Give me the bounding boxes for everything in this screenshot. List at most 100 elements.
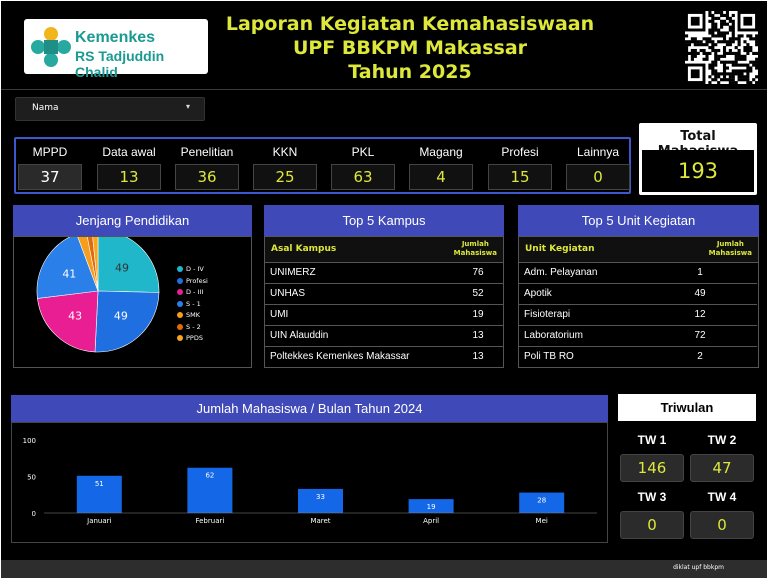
kampus-col-count-line2: Mahasiswa xyxy=(453,249,497,257)
kampus-col-count: Jumlah Mahasiswa xyxy=(454,240,497,258)
table-row: Poli TB RO 2 xyxy=(519,347,757,368)
triwulan-value: 0 xyxy=(620,511,684,539)
row-count: 1 xyxy=(697,267,703,278)
pie-slice-label: 43 xyxy=(68,310,82,323)
x-tick-label: Maret xyxy=(310,517,330,525)
table-row: UIN Alauddin 13 xyxy=(265,326,503,347)
pie-slice xyxy=(94,290,160,353)
pie-slice-label: 49 xyxy=(114,310,128,323)
monthly-bar-chart: 0 50 100 51 Januari 62 Februari 33 Maret 19 April 2… xyxy=(23,437,597,525)
bar-value-label: 51 xyxy=(95,480,104,488)
logo-text-hospital: RS Tadjuddin Chalid xyxy=(75,48,165,80)
x-tick-label: Mei xyxy=(536,517,548,525)
table-row: UNHAS 52 xyxy=(265,284,503,305)
page-title-line-2: UPF BBKPM Makassar xyxy=(292,37,528,59)
footer-text: diklat upf bbkpm xyxy=(673,564,724,571)
legend-label: PPDS xyxy=(186,334,203,342)
triwulan-label: TW 3 xyxy=(637,490,667,504)
bar xyxy=(519,492,565,513)
bar-value-label: 62 xyxy=(205,472,214,480)
kampus-col-count-line1: Jumlah xyxy=(461,240,489,248)
row-count: 52 xyxy=(472,288,484,299)
unit-panel-title: Top 5 Unit Kegiatan xyxy=(518,205,759,236)
row-count: 13 xyxy=(472,330,484,341)
category-label: Profesi xyxy=(501,145,539,159)
legend-item: Profesi xyxy=(177,277,208,285)
category-label: Data awal xyxy=(102,145,156,159)
row-name: UMI xyxy=(270,309,289,320)
kemenkes-logo: Kemenkes RS Tadjuddin Chalid xyxy=(24,19,208,80)
unit-col-count-line2: Mahasiswa xyxy=(708,249,752,257)
legend-item: SMK xyxy=(177,311,200,319)
triwulan-label: TW 2 xyxy=(707,433,737,447)
page-title-line-3: Tahun 2025 xyxy=(348,61,472,83)
row-name: Poli TB RO xyxy=(524,351,574,362)
row-name: UNIMERZ xyxy=(270,267,316,278)
jenjang-panel: 49 49 43 41 D - IV Profesi D - III S - 1 SMK S -… xyxy=(13,236,252,368)
legend-label: S - 1 xyxy=(186,299,201,308)
table-row: UMI 19 xyxy=(265,305,503,326)
bar-value-label: 33 xyxy=(316,493,325,501)
table-row: Laboratorium 72 xyxy=(519,326,757,347)
category-value: 63 xyxy=(331,164,395,190)
legend-item: D - III xyxy=(177,288,203,296)
pie-slice-label: 49 xyxy=(115,262,129,275)
legend-label: D - III xyxy=(186,288,204,296)
table-row: Apotik 49 xyxy=(519,284,757,305)
row-count: 13 xyxy=(472,351,484,362)
monthly-chart-title: Jumlah Mahasiswa / Bulan Tahun 2024 xyxy=(11,395,608,422)
row-name: Poltekkes Kemenkes Makassar xyxy=(270,351,410,362)
triwulan-label: TW 1 xyxy=(637,433,667,447)
triwulan-value: 146 xyxy=(620,454,684,482)
header-divider xyxy=(1,89,767,90)
row-count: 49 xyxy=(694,288,706,299)
category-label: PKL xyxy=(351,145,375,159)
row-name: Fisioterapi xyxy=(524,309,571,320)
name-filter-label: Nama xyxy=(32,103,59,113)
kemenkes-emblem-icon xyxy=(31,27,71,67)
category-value: 15 xyxy=(488,164,552,190)
category-value: 36 xyxy=(175,164,239,190)
kampus-panel-title: Top 5 Kampus xyxy=(264,205,504,236)
legend-label: SMK xyxy=(186,311,200,319)
legend-item: D - IV xyxy=(177,265,204,273)
row-name: Laboratorium xyxy=(524,330,583,341)
unit-col-count: Jumlah Mahasiswa xyxy=(709,240,752,258)
x-tick-label: Januari xyxy=(86,517,111,525)
x-tick-label: April xyxy=(423,517,439,525)
table-row: UNIMERZ 76 xyxy=(265,263,503,284)
kampus-table-header: Asal Kampus Jumlah Mahasiswa xyxy=(265,237,503,263)
legend-dot-icon xyxy=(177,277,183,284)
row-count: 76 xyxy=(472,267,484,278)
kampus-col-name: Asal Kampus xyxy=(271,244,337,254)
legend-dot-icon xyxy=(177,335,183,341)
pie-slice-label: 41 xyxy=(62,268,76,281)
row-name: UNHAS xyxy=(270,288,306,299)
category-value: 25 xyxy=(253,164,317,190)
pie-slice xyxy=(92,237,99,292)
total-mahasiswa-card: Total Mahasiswa 193 xyxy=(639,123,757,195)
triwulan-value: 47 xyxy=(690,454,754,482)
category-value: 4 xyxy=(409,164,473,190)
legend-label: S - 2 xyxy=(186,322,201,331)
category-value: 37 xyxy=(18,164,82,190)
row-count: 12 xyxy=(694,309,706,320)
row-count: 2 xyxy=(697,351,703,362)
legend-dot-icon xyxy=(177,266,183,272)
pie-slice xyxy=(37,290,99,353)
name-filter-dropdown[interactable]: Nama ▾ xyxy=(15,97,205,121)
pie-slice xyxy=(77,237,99,292)
jenjang-pie-chart: 49 49 43 41 xyxy=(36,237,160,353)
bar-value-label: 19 xyxy=(427,503,436,511)
unit-table-header: Unit Kegiatan Jumlah Mahasiswa xyxy=(519,237,758,263)
bar-value-label: 28 xyxy=(537,497,546,505)
legend-label: Profesi xyxy=(186,276,208,285)
unit-col-count-line1: Jumlah xyxy=(716,240,744,248)
category-value: 0 xyxy=(566,164,630,190)
pie-slice xyxy=(36,237,99,299)
pie-slice xyxy=(87,237,99,292)
chevron-down-icon: ▾ xyxy=(185,102,190,111)
x-tick-label: Februari xyxy=(195,517,224,525)
